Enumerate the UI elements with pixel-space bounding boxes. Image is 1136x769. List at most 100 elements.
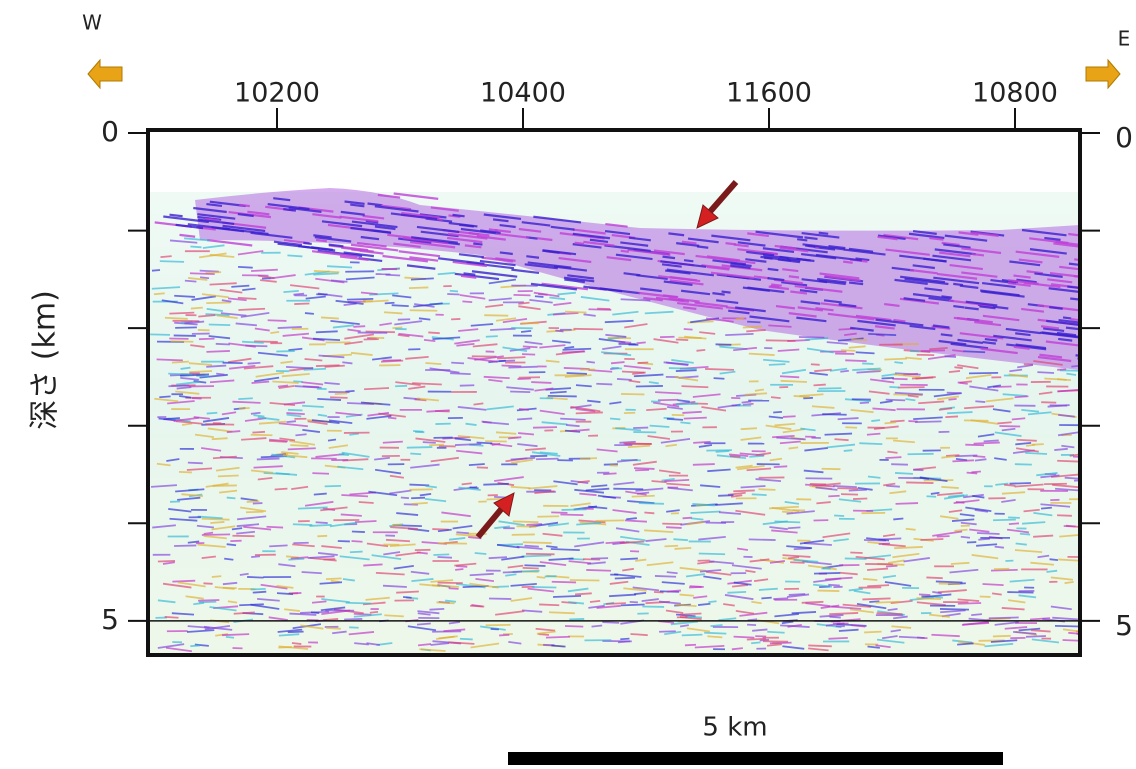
reflector <box>684 329 693 330</box>
reflector <box>707 636 722 637</box>
reflector <box>346 603 371 604</box>
reflector <box>877 613 903 614</box>
reflector <box>963 351 985 352</box>
reflector <box>769 364 786 365</box>
reflector <box>573 329 602 330</box>
reflector <box>327 266 352 267</box>
reflector <box>890 421 904 422</box>
reflector <box>919 594 930 595</box>
reflector <box>202 519 230 520</box>
reflector <box>312 473 329 474</box>
reflector <box>860 402 869 403</box>
reflector <box>216 374 224 375</box>
reflector <box>895 473 913 474</box>
reflector <box>247 501 260 502</box>
reflector <box>218 475 239 476</box>
reflector <box>747 639 766 640</box>
reflector <box>841 350 855 351</box>
reflector <box>814 573 840 574</box>
reflector <box>384 312 402 313</box>
reflector <box>845 558 867 559</box>
reflector <box>675 548 692 549</box>
reflector <box>537 516 559 517</box>
reflector <box>257 459 280 460</box>
reflector <box>859 443 882 444</box>
reflector <box>676 339 688 340</box>
reflector <box>314 494 327 495</box>
reflector <box>896 503 918 504</box>
reflector <box>570 580 600 581</box>
reflector <box>894 547 923 548</box>
reflector <box>611 362 625 363</box>
reflector <box>288 632 304 633</box>
reflector <box>974 443 1000 444</box>
reflector <box>232 528 242 529</box>
reflector <box>551 512 567 513</box>
reflector <box>251 413 261 414</box>
reflector <box>973 456 985 457</box>
reflector <box>632 496 655 497</box>
reflector <box>342 362 352 363</box>
reflector <box>766 340 796 341</box>
reflector <box>952 460 974 461</box>
reflector <box>190 273 215 274</box>
reflector <box>941 334 953 335</box>
reflector <box>686 617 702 618</box>
reflector <box>623 443 651 444</box>
reflector <box>884 359 906 360</box>
reflector <box>705 369 734 370</box>
reflector <box>565 312 586 313</box>
reflector <box>460 639 473 640</box>
reflector <box>1010 483 1031 484</box>
reflector <box>231 286 249 287</box>
reflector <box>238 398 252 399</box>
reflector <box>352 532 365 533</box>
reflector <box>204 533 213 534</box>
reflector <box>191 308 203 309</box>
reflector <box>971 614 982 615</box>
reflector <box>617 379 632 380</box>
reflector <box>185 281 197 282</box>
reflector <box>450 291 458 292</box>
reflector <box>523 568 539 569</box>
reflector <box>1015 396 1029 397</box>
reflector <box>232 402 260 403</box>
reflector <box>157 359 183 360</box>
reflector <box>562 509 587 510</box>
reflector <box>278 386 288 387</box>
reflector <box>592 625 603 626</box>
reflector <box>532 587 556 588</box>
reflector <box>158 561 175 562</box>
reflector <box>885 457 901 458</box>
reflector <box>620 639 629 640</box>
reflector <box>590 601 600 602</box>
reflector <box>190 645 200 646</box>
reflector <box>995 547 1004 548</box>
reflector <box>985 339 997 340</box>
reflector <box>169 313 194 314</box>
reflector <box>853 498 867 499</box>
reflector <box>586 570 611 571</box>
reflector <box>947 393 961 394</box>
reflector <box>1079 470 1109 472</box>
reflector <box>190 247 201 248</box>
reflector <box>238 309 265 310</box>
reflector <box>303 243 311 244</box>
reflector <box>611 368 622 369</box>
reflector <box>977 533 1000 534</box>
reflector <box>174 545 196 546</box>
reflector <box>344 619 362 620</box>
reflector <box>965 445 984 446</box>
reflector <box>392 327 402 328</box>
reflector <box>349 434 358 435</box>
reflector <box>330 397 348 398</box>
reflector <box>767 632 784 633</box>
reflector <box>436 602 454 603</box>
reflector <box>429 609 444 610</box>
reflector <box>549 612 575 613</box>
reflector <box>993 636 1011 637</box>
reflector <box>251 589 266 590</box>
reflector <box>634 468 654 469</box>
reflector <box>500 252 513 254</box>
reflector <box>526 256 539 258</box>
